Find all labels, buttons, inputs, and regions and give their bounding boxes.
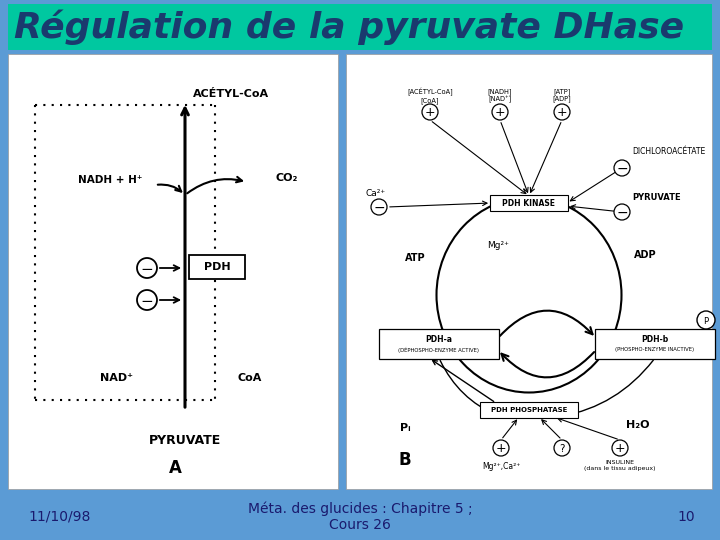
Text: Ca²⁺: Ca²⁺ [365,188,385,198]
Text: NAD⁺: NAD⁺ [100,373,133,383]
Text: ATP: ATP [405,253,426,263]
Text: PDH KINASE: PDH KINASE [503,199,556,207]
Text: Pᵢ: Pᵢ [400,423,410,433]
Text: 10: 10 [678,510,695,524]
Text: PDH-a: PDH-a [426,334,452,343]
Text: [ACÉTYL-CoA]
[CoA]: [ACÉTYL-CoA] [CoA] [407,88,453,104]
Circle shape [614,204,630,220]
Text: INSULINE
(dans le tissu adipeux): INSULINE (dans le tissu adipeux) [584,460,656,471]
Circle shape [697,311,715,329]
Text: +: + [495,442,506,456]
Text: CO₂: CO₂ [275,173,297,183]
FancyBboxPatch shape [379,329,499,359]
Text: +: + [495,106,505,119]
Text: H₂O: H₂O [626,420,649,430]
Circle shape [492,104,508,120]
Text: PDH PHOSPHATASE: PDH PHOSPHATASE [491,407,567,413]
Text: Méta. des glucides : Chapitre 5 ;
Cours 26: Méta. des glucides : Chapitre 5 ; Cours … [248,502,472,532]
Text: −: − [373,201,384,215]
Text: [NADH]
[NAD⁺]: [NADH] [NAD⁺] [487,88,512,103]
Circle shape [493,440,509,456]
FancyBboxPatch shape [480,402,578,418]
Text: +: + [425,106,436,119]
Circle shape [371,199,387,215]
Circle shape [612,440,628,456]
Text: Mg²⁺: Mg²⁺ [487,240,509,249]
Ellipse shape [436,198,621,393]
Text: Régulation de la pyruvate DHase: Régulation de la pyruvate DHase [14,9,684,45]
FancyBboxPatch shape [189,255,245,279]
Text: (DÉPHOSPHO-ENZYME ACTIVE): (DÉPHOSPHO-ENZYME ACTIVE) [398,347,480,353]
Text: DICHLOROACÉTATE: DICHLOROACÉTATE [632,147,706,157]
Text: 11/10/98: 11/10/98 [28,510,91,524]
Text: PYRUVATE: PYRUVATE [149,434,221,447]
Circle shape [137,290,157,310]
Text: PYRUVATE: PYRUVATE [632,193,680,202]
Text: Mg²⁺,Ca²⁺: Mg²⁺,Ca²⁺ [482,462,520,471]
Text: ACÉTYL-CoA: ACÉTYL-CoA [193,89,269,99]
Text: NADH + H⁺: NADH + H⁺ [78,175,142,185]
Text: −: − [140,294,153,308]
Text: PDH-b: PDH-b [642,334,669,343]
Circle shape [554,440,570,456]
FancyBboxPatch shape [490,195,568,211]
Text: P: P [703,316,708,326]
FancyBboxPatch shape [8,54,338,489]
Text: PDH: PDH [204,262,230,272]
FancyBboxPatch shape [346,54,712,489]
Circle shape [422,104,438,120]
Text: (PHOSPHO-ENZYME INACTIVE): (PHOSPHO-ENZYME INACTIVE) [616,348,695,353]
Circle shape [137,258,157,278]
Text: ?: ? [559,444,564,454]
Text: +: + [615,442,625,456]
Text: B: B [399,451,411,469]
Text: −: − [616,162,628,176]
Text: [ATP]
[ADP]: [ATP] [ADP] [553,88,572,103]
Text: −: − [140,261,153,276]
Text: CoA: CoA [237,373,261,383]
Text: ADP: ADP [634,250,657,260]
Text: −: − [616,206,628,220]
FancyBboxPatch shape [595,329,715,359]
Text: A: A [168,459,181,477]
Circle shape [554,104,570,120]
FancyBboxPatch shape [8,4,712,50]
Circle shape [614,160,630,176]
Text: +: + [557,106,567,119]
